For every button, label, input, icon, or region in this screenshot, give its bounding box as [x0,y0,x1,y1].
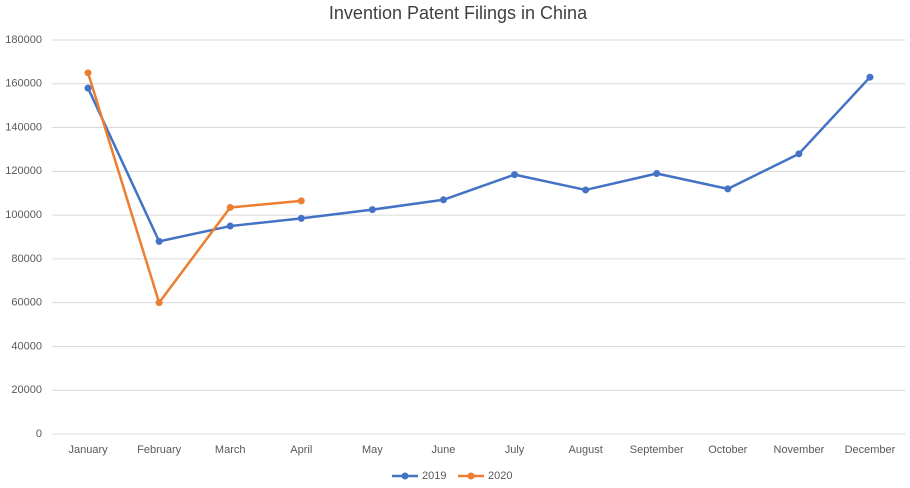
data-point [84,84,92,92]
y-tick-label: 60000 [11,297,42,309]
data-point [653,170,661,178]
x-tick-label: July [505,444,525,456]
series-line [86,72,302,304]
data-point [582,186,590,194]
data-point [297,197,305,205]
y-tick-label: 0 [36,428,42,440]
data-point [724,185,732,193]
x-tick-label: November [774,444,825,456]
legend-marker [401,472,409,480]
legend-marker [467,472,475,480]
x-tick-label: September [630,444,684,456]
y-tick-label: 120000 [5,165,42,177]
y-tick-label: 160000 [5,78,42,90]
y-tick-label: 140000 [5,121,42,133]
x-tick-label: October [708,444,747,456]
data-point [866,73,874,81]
x-tick-label: January [68,444,108,456]
y-tick-label: 80000 [11,253,42,265]
data-point [795,150,803,158]
y-tick-label: 180000 [5,34,42,46]
data-point [511,171,519,179]
legend-label: 2019 [422,470,446,482]
data-point [84,69,92,77]
data-point [155,299,163,307]
x-tick-label: June [432,444,456,456]
data-point [368,206,376,214]
x-tick-label: December [845,444,896,456]
series-line [86,76,871,243]
x-tick-label: February [137,444,182,456]
data-point [297,214,305,222]
data-point [226,222,234,230]
data-point [439,196,447,204]
data-point [226,203,234,211]
x-tick-label: March [215,444,246,456]
y-tick-label: 40000 [11,340,42,352]
y-tick-label: 20000 [11,384,42,396]
data-point [155,237,163,245]
y-tick-label: 100000 [5,209,42,221]
x-tick-label: August [569,444,603,456]
chart-title: Invention Patent Filings in China [329,3,588,23]
legend-label: 2020 [488,470,512,482]
x-tick-label: May [362,444,383,456]
x-tick-label: April [290,444,312,456]
